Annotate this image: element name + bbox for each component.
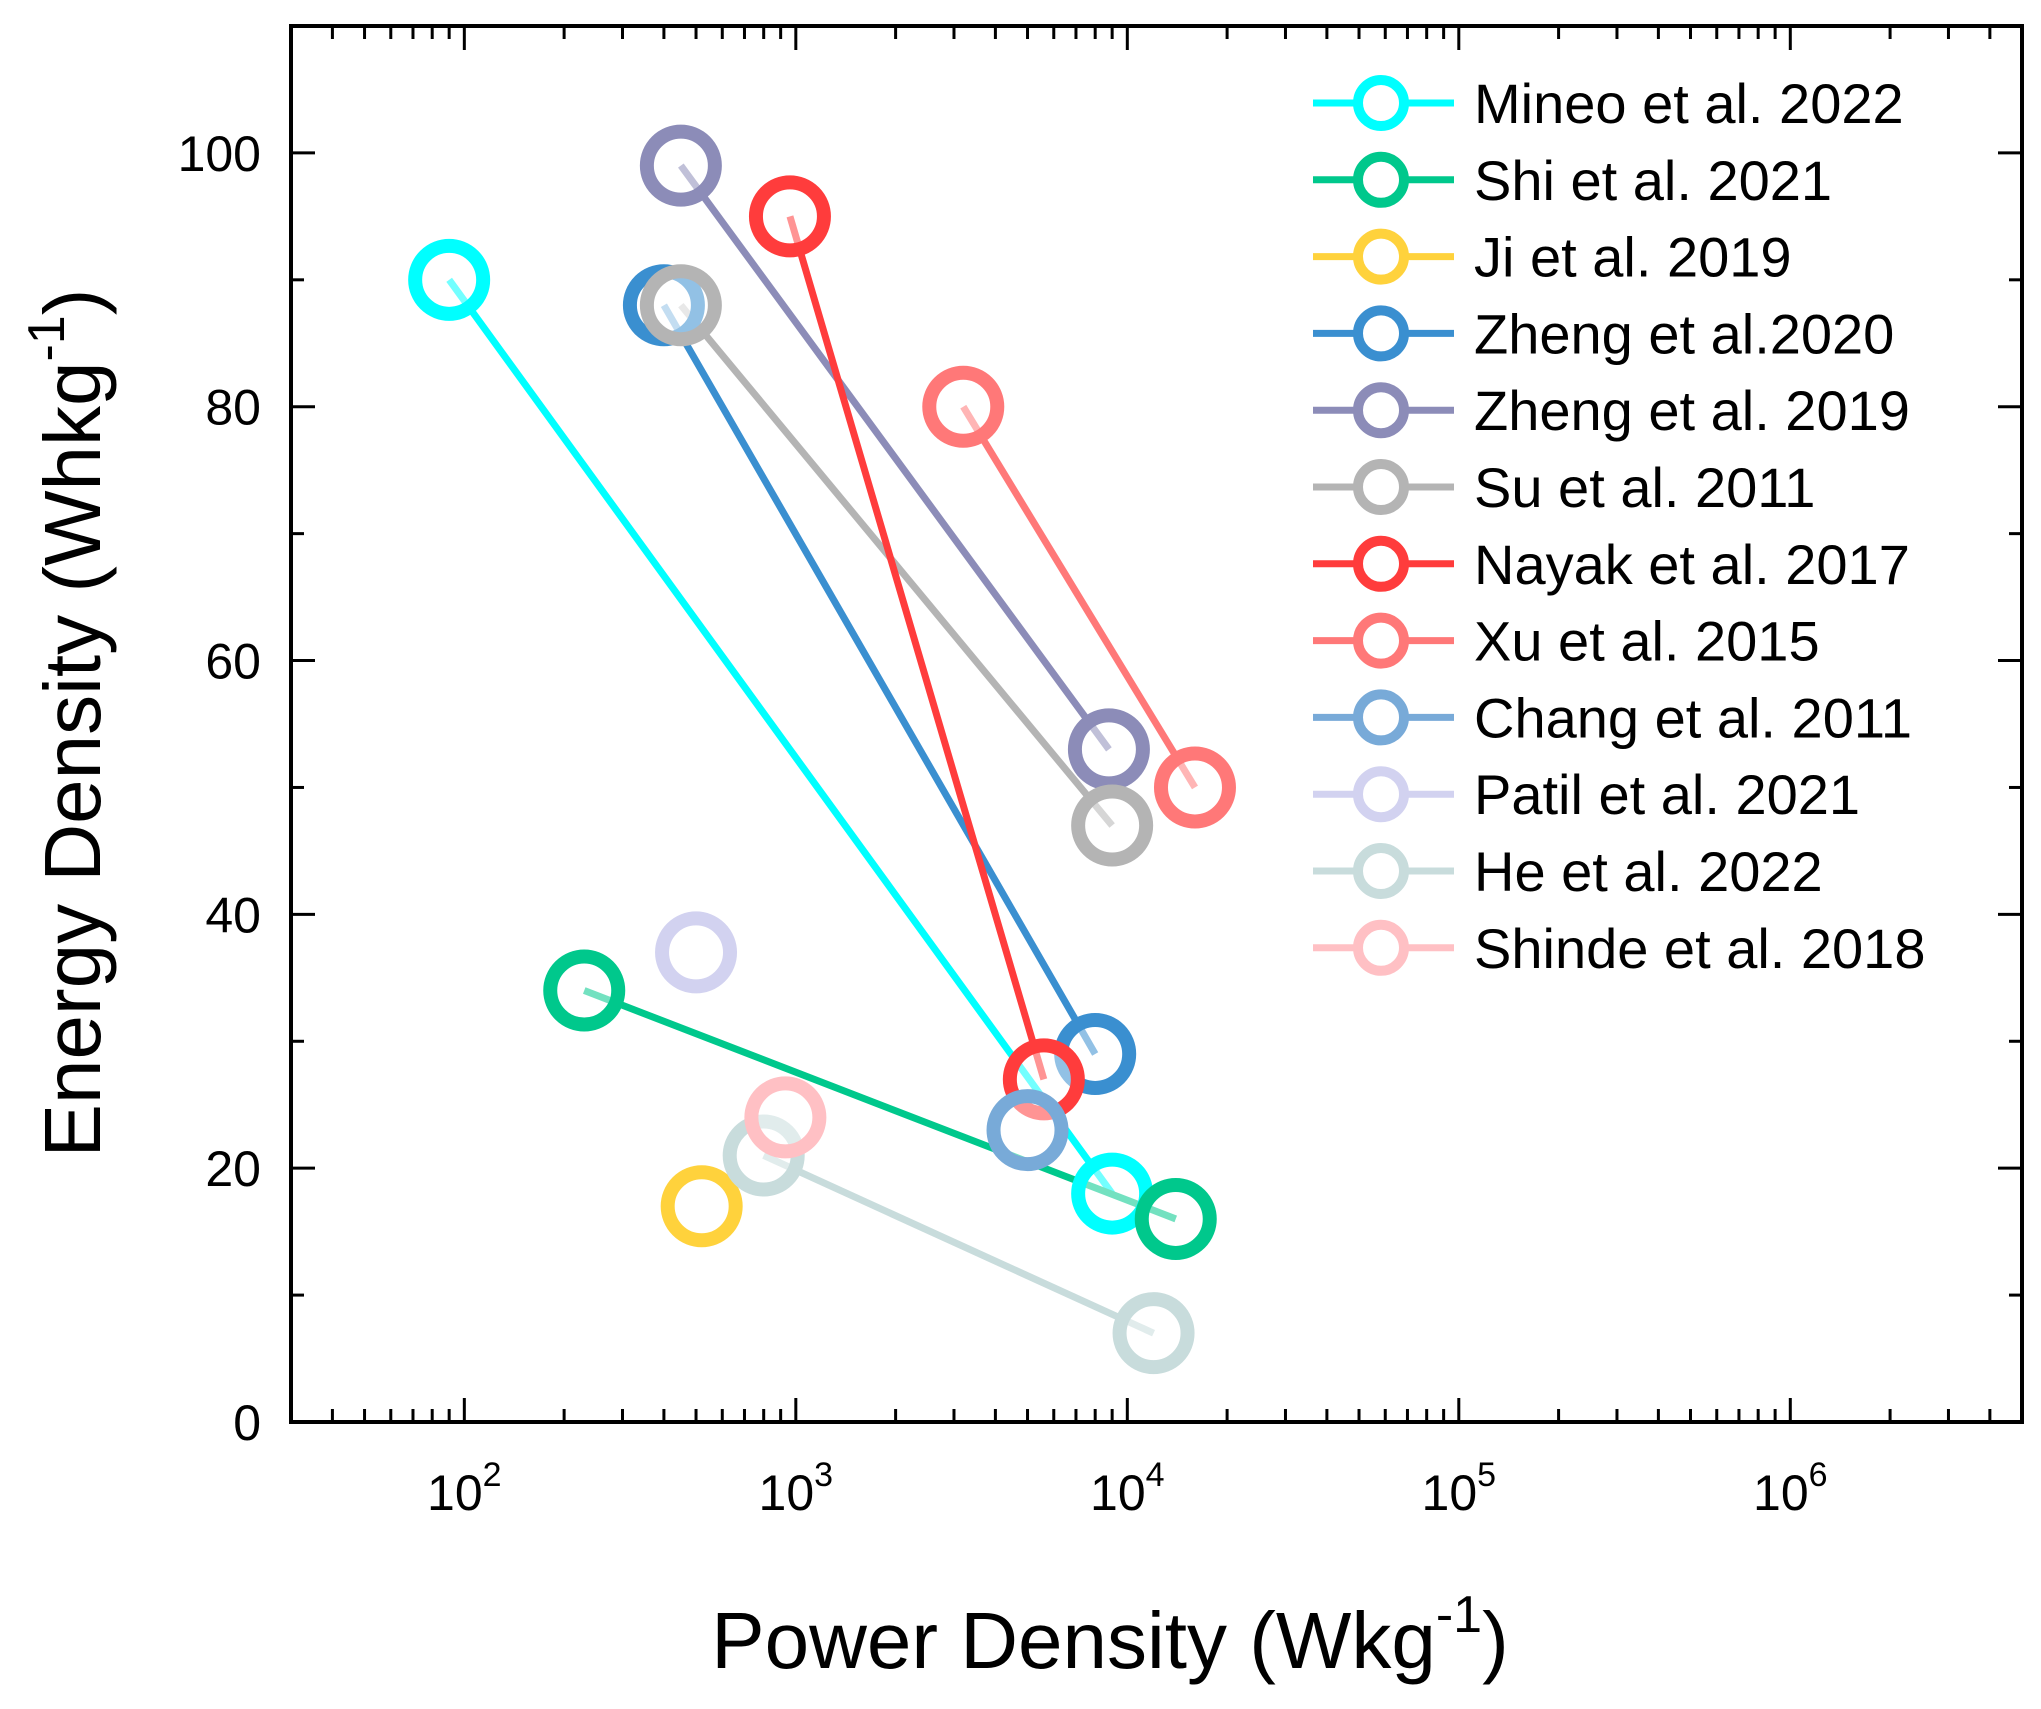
data-point <box>639 124 722 207</box>
legend-marker <box>1353 382 1409 439</box>
x-tick-label-exponent: 4 <box>1146 1456 1165 1494</box>
legend-label: Patil et al. 2021 <box>1474 763 1860 826</box>
data-point <box>639 264 722 347</box>
series-line <box>678 163 1112 752</box>
legend: Mineo et al. 2022 Shi et al. 2021 Ji et al… <box>1313 72 1925 980</box>
y-axis-title: Energy Density (Whkg-1) <box>18 289 117 1158</box>
data-point <box>1112 1292 1195 1375</box>
legend-marker <box>1353 689 1409 746</box>
x-tick-label-base: 10 <box>1753 1465 1809 1521</box>
series-lines <box>446 163 1198 1337</box>
legend-marker <box>1353 151 1409 208</box>
legend-marker <box>1353 228 1409 285</box>
series-line <box>660 303 1099 1056</box>
series-line <box>786 215 1048 1081</box>
legend-marker <box>1353 766 1409 823</box>
legend-label: Shi et al. 2021 <box>1474 149 1832 212</box>
y-axis-title-end: ) <box>28 289 117 316</box>
x-tick-label-base: 10 <box>1422 1465 1478 1521</box>
x-tick-label: 105 <box>1422 1456 1497 1521</box>
series-line <box>762 1152 1156 1337</box>
data-point <box>1153 746 1236 829</box>
x-tick-label: 103 <box>759 1456 834 1521</box>
legend-label: He et al. 2022 <box>1474 840 1823 903</box>
x-axis-title: Power Density (Wkg-1) <box>711 1586 1509 1685</box>
legend-marker <box>1353 919 1409 976</box>
x-axis-title-end: ) <box>1482 1596 1509 1685</box>
series-line <box>446 277 1115 1196</box>
x-tick-label-exponent: 6 <box>1809 1456 1828 1494</box>
series-line <box>960 404 1198 790</box>
series-line <box>678 302 1115 828</box>
legend-marker <box>1353 612 1409 669</box>
data-point <box>986 1089 1069 1172</box>
data-point <box>1134 1177 1217 1260</box>
legend-label: Zheng et al.2020 <box>1474 302 1894 365</box>
plot-frame <box>289 24 2024 1424</box>
legend-label: Mineo et al. 2022 <box>1474 72 1904 135</box>
data-point <box>660 1165 743 1248</box>
data-point <box>1071 784 1154 867</box>
x-tick-label: 104 <box>1090 1456 1165 1521</box>
series-points <box>408 124 1236 1375</box>
y-tick-label: 80 <box>205 380 261 436</box>
data-point <box>1067 708 1150 791</box>
x-tick-label-base: 10 <box>427 1465 483 1521</box>
legend-marker <box>1353 75 1409 131</box>
x-axis-title-main: Power Density (Wkg <box>711 1596 1436 1685</box>
data-point <box>922 365 1005 448</box>
legend-marker <box>1353 459 1409 515</box>
data-point <box>543 949 626 1032</box>
legend-marker <box>1353 305 1409 362</box>
legend-label: Ji et al. 2019 <box>1474 226 1792 289</box>
legend-marker <box>1353 843 1409 899</box>
x-tick-label-exponent: 3 <box>814 1456 833 1494</box>
x-tick-label-base: 10 <box>759 1465 815 1521</box>
legend-label: Su et al. 2011 <box>1474 456 1815 519</box>
legend-label: Chang et al. 2011 <box>1474 686 1912 749</box>
x-tick-label: 106 <box>1753 1456 1828 1521</box>
legend-label: Nayak et al. 2017 <box>1474 533 1910 596</box>
data-point <box>744 1076 827 1159</box>
y-axis-title-main: Energy Density (Whkg <box>28 362 117 1158</box>
axis-ticks <box>289 24 2024 1424</box>
y-tick-label: 20 <box>205 1141 261 1197</box>
y-tick-label: 60 <box>205 634 261 690</box>
data-point <box>655 911 738 994</box>
x-axis-title-sup: -1 <box>1436 1586 1482 1644</box>
x-tick-label-exponent: 5 <box>1477 1456 1496 1494</box>
y-axis-title-sup: -1 <box>18 315 76 361</box>
y-tick-label: 100 <box>178 126 261 182</box>
data-point <box>408 238 491 321</box>
x-tick-label-exponent: 2 <box>483 1456 502 1494</box>
x-tick-label-base: 10 <box>1090 1465 1146 1521</box>
legend-label: Zheng et al. 2019 <box>1474 379 1910 442</box>
legend-marker <box>1353 535 1409 592</box>
data-point <box>748 175 831 258</box>
y-tick-label: 40 <box>205 887 261 943</box>
legend-label: Shinde et al. 2018 <box>1474 917 1925 980</box>
x-tick-label: 102 <box>427 1456 502 1521</box>
y-tick-label: 0 <box>233 1395 261 1451</box>
legend-label: Xu et al. 2015 <box>1474 610 1820 673</box>
